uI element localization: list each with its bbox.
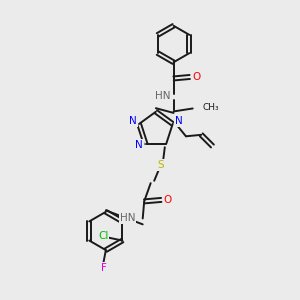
Text: Cl: Cl: [98, 231, 109, 242]
Text: N: N: [175, 116, 182, 126]
Text: O: O: [164, 195, 172, 205]
Text: HN: HN: [120, 214, 135, 224]
Text: O: O: [192, 72, 200, 82]
Text: N: N: [129, 116, 137, 126]
Text: CH₃: CH₃: [202, 103, 219, 112]
Text: HN: HN: [154, 91, 170, 101]
Text: F: F: [100, 263, 106, 273]
Text: S: S: [158, 160, 164, 170]
Text: N: N: [135, 140, 143, 150]
